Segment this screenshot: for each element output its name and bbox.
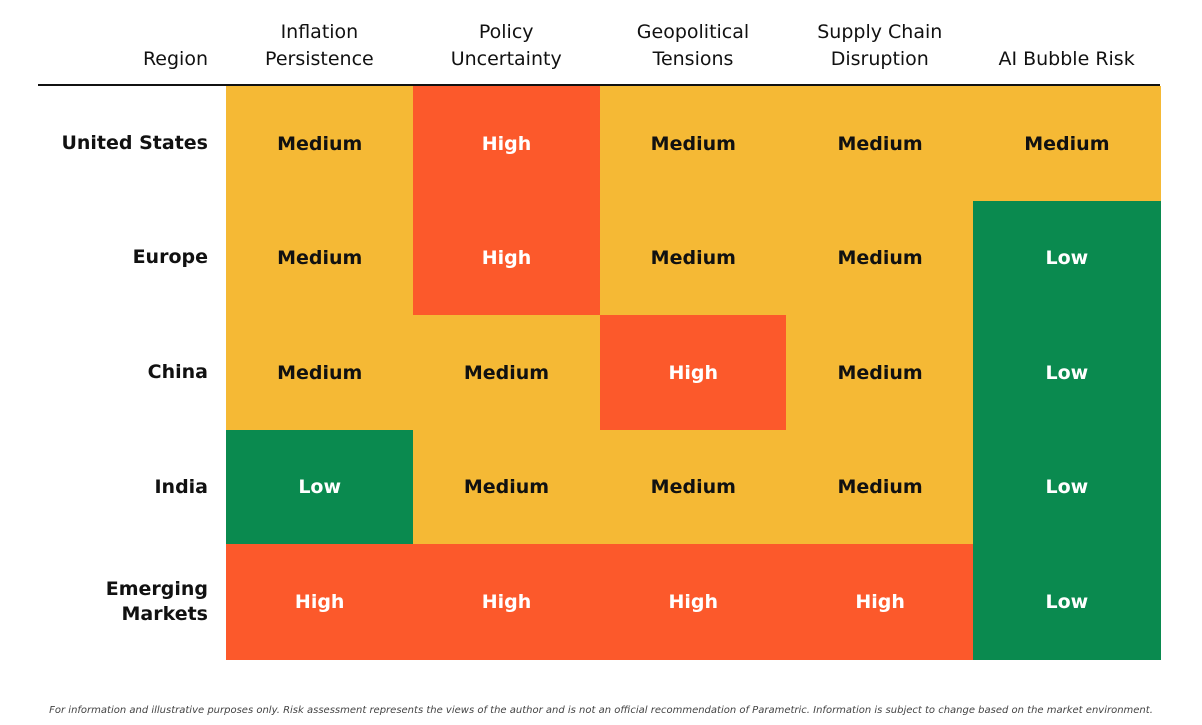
heatmap-cell: Medium (786, 200, 974, 316)
heatmap-cell: High (599, 315, 787, 431)
heatmap-cell: High (226, 544, 414, 660)
heatmap-cell: Medium (786, 86, 974, 202)
header-rule (38, 84, 1160, 86)
column-header: Policy Uncertainty (450, 21, 562, 70)
row-label: China (147, 360, 208, 383)
column-header: Inflation Persistence (265, 21, 374, 70)
heatmap-cell: Medium (786, 429, 974, 545)
heatmap-cell: High (599, 544, 787, 660)
heatmap-cell: Medium (599, 200, 787, 316)
heatmap-cell: Low (973, 315, 1161, 431)
heatmap-cell: High (786, 544, 974, 660)
heatmap-cell: High (412, 86, 601, 202)
column-header: Supply Chain Disruption (817, 21, 943, 70)
heatmap-cell: High (412, 544, 601, 660)
heatmap-cell: Medium (412, 315, 601, 431)
heatmap-cell: Medium (412, 429, 601, 545)
heatmap-cell: Medium (226, 86, 414, 202)
heatmap-cell: Low (226, 429, 414, 545)
heatmap-cell: Medium (226, 200, 414, 316)
row-label: Europe (132, 246, 208, 269)
column-header: AI Bubble Risk (998, 48, 1135, 70)
heatmap-cell: Low (973, 200, 1161, 316)
heatmap-cell: High (412, 200, 601, 316)
heatmap-cell: Medium (973, 86, 1161, 202)
heatmap-cell: Medium (599, 86, 787, 202)
row-label: United States (61, 131, 208, 154)
column-header: Geopolitical Tensions (636, 21, 750, 70)
row-label: Emerging Markets (105, 577, 208, 625)
heatmap-cell: Medium (226, 315, 414, 431)
row-label: India (154, 475, 208, 498)
heatmap-cell: Low (973, 544, 1161, 660)
heatmap-cell: Medium (599, 429, 787, 545)
footnote: For information and illustrative purpose… (49, 705, 1153, 716)
region-header: Region (142, 48, 208, 70)
heatmap-cell: Medium (786, 315, 974, 431)
heatmap-cell: Low (973, 429, 1161, 545)
